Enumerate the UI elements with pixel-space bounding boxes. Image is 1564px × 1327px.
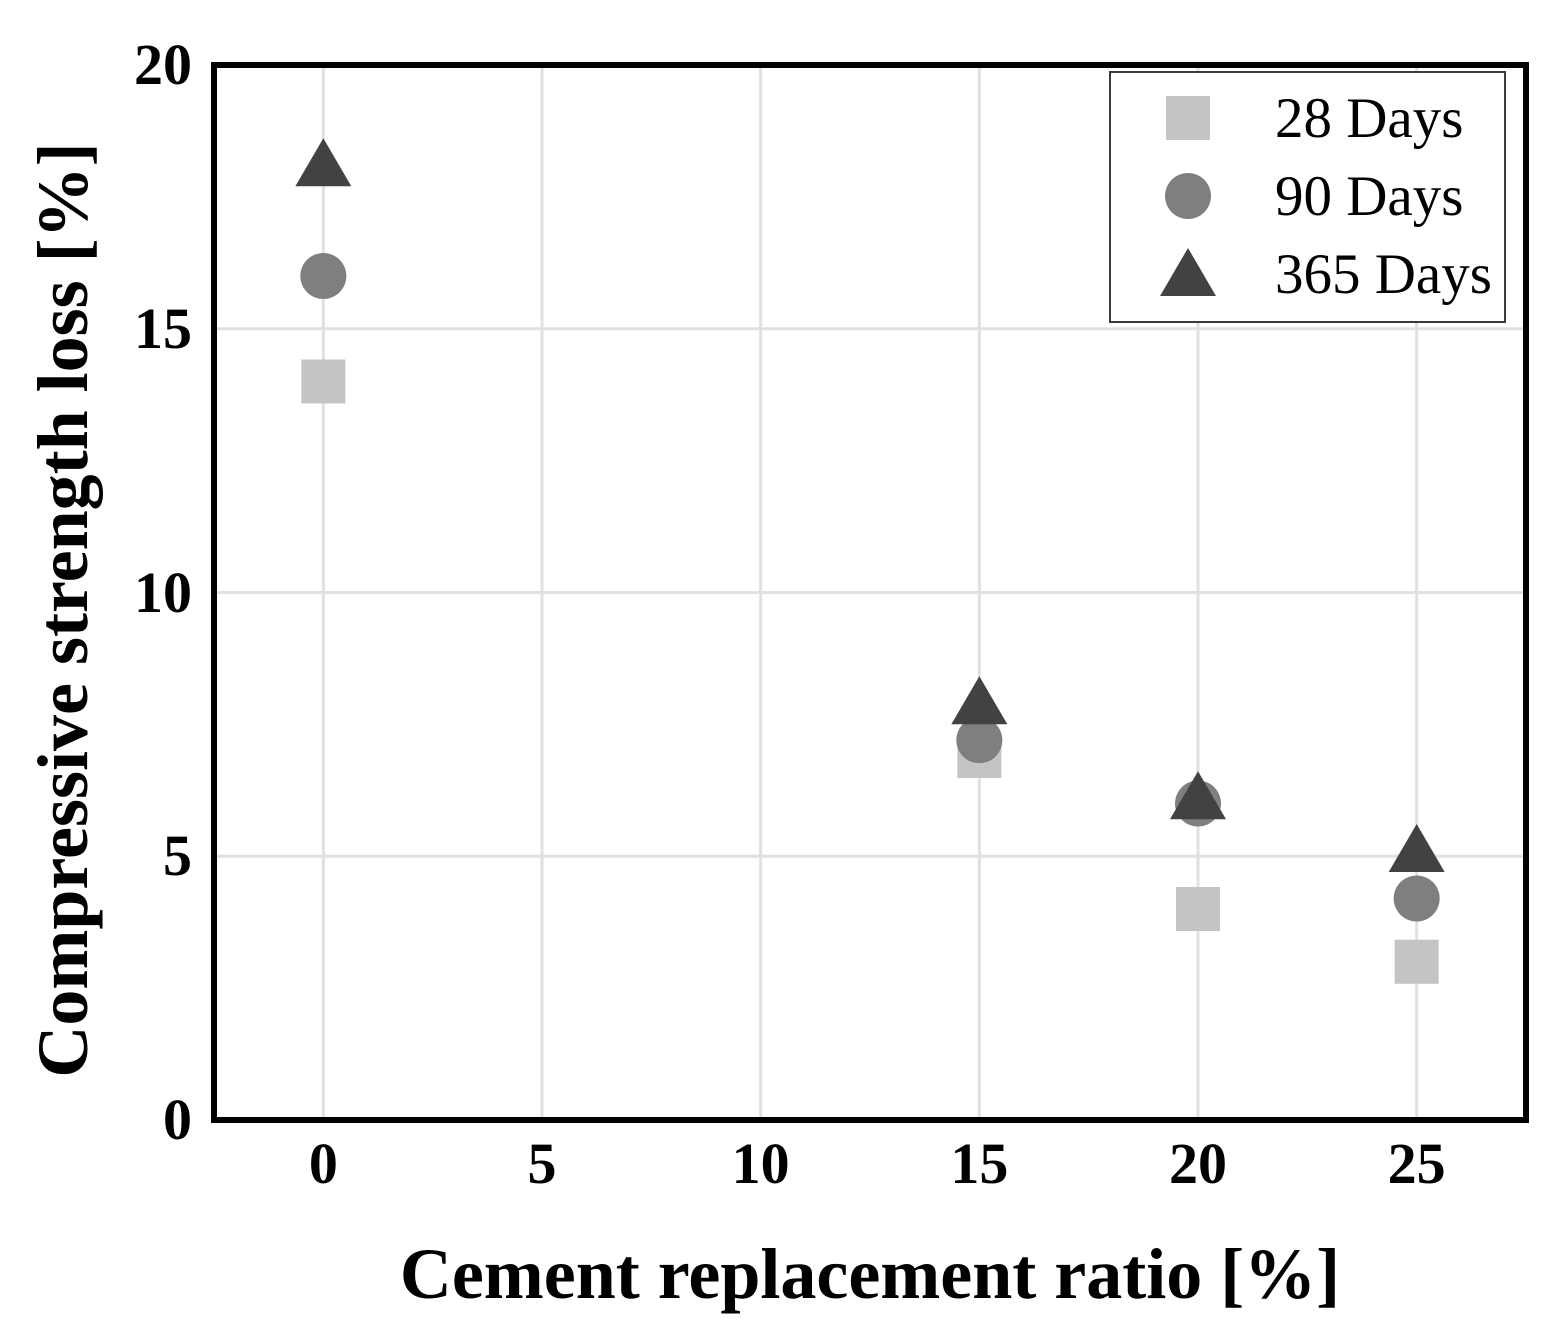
circle-marker-icon (300, 253, 347, 299)
legend-item: 28 Days (1111, 79, 1504, 157)
legend: 28 Days 90 Days 365 Days (1109, 71, 1506, 323)
triangle-marker-icon (951, 676, 1008, 725)
legend-square-icon (1158, 88, 1218, 148)
x-tick-label: 25 (1387, 1131, 1446, 1196)
y-tick-label: 15 (134, 295, 192, 361)
y-tick-label: 0 (163, 1087, 192, 1152)
legend-label: 28 Days (1275, 86, 1464, 150)
triangle-marker-icon (295, 138, 352, 187)
y-tick-label: 10 (134, 559, 192, 625)
legend-item: 90 Days (1111, 157, 1504, 235)
x-axis-title: Cement replacement ratio [%] (399, 1234, 1341, 1314)
y-tick-label: 5 (163, 823, 192, 889)
x-tick-label: 15 (950, 1131, 1009, 1196)
square-marker-icon (301, 359, 346, 404)
legend-triangle-icon (1158, 244, 1218, 304)
y-tick-label: 20 (134, 32, 192, 97)
x-tick-label: 5 (527, 1131, 557, 1196)
circle-marker-icon (1393, 875, 1440, 922)
legend-label: 90 Days (1275, 164, 1464, 228)
square-marker-icon (1176, 887, 1220, 931)
triangle-marker-icon (1388, 823, 1445, 872)
legend-label: 365 Days (1275, 242, 1492, 306)
triangle-marker-icon (1170, 771, 1226, 820)
x-tick-label: 0 (308, 1131, 338, 1196)
plot-frame (211, 62, 1529, 1123)
square-marker-icon (1394, 939, 1439, 984)
y-axis-title: Compressive strength loss [%] (23, 142, 103, 1078)
circle-marker-icon (956, 717, 1003, 764)
x-tick-label: 10 (731, 1131, 790, 1196)
x-tick-label: 20 (1169, 1131, 1227, 1196)
legend-circle-icon (1158, 166, 1218, 226)
legend-item: 365 Days (1111, 235, 1504, 313)
